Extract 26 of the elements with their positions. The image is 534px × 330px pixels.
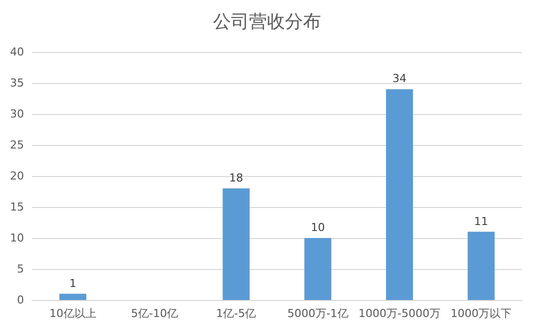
y-tick-label: 30 <box>10 108 24 120</box>
y-tick-label: 5 <box>17 262 24 276</box>
y-tick-label: 15 <box>10 200 24 214</box>
y-tick-label: 25 <box>10 138 24 152</box>
x-tick-label: 5000万-1亿 <box>287 307 348 320</box>
y-tick-label: 40 <box>10 46 24 58</box>
data-label: 10 <box>310 221 325 234</box>
bar <box>386 89 413 300</box>
data-label: 18 <box>229 171 244 184</box>
y-tick-label: 20 <box>10 170 24 182</box>
x-tick-label: 1000万以下 <box>450 307 512 320</box>
y-tick-label: 10 <box>10 232 24 244</box>
y-tick-label: 35 <box>10 76 24 90</box>
y-tick-label: 0 <box>17 294 24 306</box>
bar <box>59 294 86 300</box>
x-tick-label: 1000万-5000万 <box>358 307 440 320</box>
x-tick-label: 1亿-5亿 <box>216 307 256 320</box>
bar <box>468 232 495 300</box>
data-label: 1 <box>69 276 76 290</box>
chart-title: 公司营收分布 <box>213 12 321 32</box>
x-tick-label: 5亿-10亿 <box>131 307 178 320</box>
bar <box>222 188 250 300</box>
data-label: 34 <box>392 72 406 86</box>
data-label: 11 <box>474 214 488 228</box>
bar <box>304 238 332 300</box>
x-tick-label: 10亿以上 <box>49 307 96 320</box>
